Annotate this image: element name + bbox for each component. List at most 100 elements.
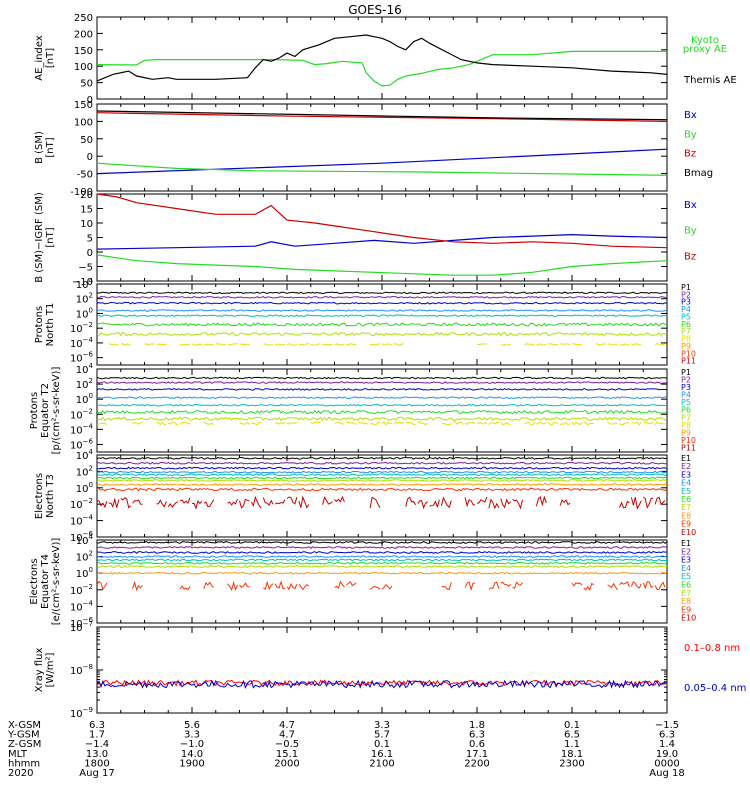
legend-entry: P8 [681, 421, 691, 430]
series-line-e1 [97, 541, 667, 544]
x-row-value: 2000 [274, 758, 299, 769]
series-line-bx [97, 148, 667, 175]
legend-entry: P3 [681, 298, 691, 307]
y-tick-label: 100 [74, 62, 93, 73]
series-line-e3 [97, 466, 667, 470]
y-tick-label: -50 [77, 170, 93, 181]
y-tick-label: 250 [74, 13, 93, 24]
y-tick-label: 100 [76, 566, 93, 580]
x-row-value: 0.1 [374, 739, 390, 750]
x-row-label: Z-GSM [8, 739, 41, 750]
series-line-e2 [97, 546, 667, 549]
panel-bsm: -100 -50 0 50 100 150 B (SM) [nT] Bx By Bz Bmag [34, 100, 713, 198]
x-row-value: 6.3 [89, 720, 105, 731]
y-tick-label: 10−7 [70, 620, 93, 634]
legend-entry: P2 [681, 290, 691, 299]
panel-frame [96, 283, 668, 366]
series-line-e9 [97, 487, 667, 492]
y-tick-label: 102 [76, 550, 93, 564]
series-line-e8 [97, 571, 667, 575]
legend-entry: E3 [681, 556, 691, 565]
legend-entry: E5 [681, 572, 691, 581]
x-row-value: 3.3 [374, 720, 390, 731]
x-row-value: 15.1 [276, 749, 298, 760]
legend-entry: E4 [681, 564, 691, 573]
series-line-bmag [97, 110, 667, 121]
x-row-value: 0.6 [469, 739, 485, 750]
legend-entry: proxy AE [683, 44, 727, 55]
x-row-value: 14.0 [181, 749, 203, 760]
x-row-value: 1.1 [564, 739, 580, 750]
series-group [97, 376, 667, 425]
panel-en: 104 102 100 10−2 10−4 10−6 Electrons North T3 E1… [34, 448, 696, 544]
series-line-p6 [97, 409, 667, 415]
series-line-e7 [97, 565, 667, 569]
legend-entry: E8 [681, 511, 691, 520]
series-line-e10 [97, 497, 667, 508]
y-axis-label: [nT] [45, 227, 56, 247]
legend-entry: Bz [684, 251, 696, 262]
y-tick-label: 10−2 [70, 583, 93, 597]
x-row-label: hhmm [8, 758, 40, 769]
x-row-value: 1.8 [469, 720, 485, 731]
x-row-value: −0.5 [275, 739, 299, 750]
x-row-label: X-GSM [8, 720, 41, 731]
y-tick-label: 15 [80, 205, 93, 216]
series-line-bz [97, 112, 667, 122]
series-line-p7 [97, 416, 667, 422]
x-row-value: 2300 [559, 758, 584, 769]
legend-entry: Bz [684, 149, 696, 160]
y-tick-label: 10−6 [70, 530, 94, 544]
legend-entry: P9 [681, 342, 691, 351]
x-row-value: −1.4 [85, 739, 109, 750]
legend-entry: 0.1–0.8 nm [684, 643, 740, 654]
x-row-label: Y-GSM [7, 730, 40, 741]
panel-frame [96, 16, 668, 100]
legend-entry: E9 [681, 605, 691, 614]
y-tick-label: 20 [80, 190, 93, 201]
y-tick-label: 10−6 [70, 437, 94, 451]
series-line-p2 [97, 381, 667, 384]
legend-entry: P11 [681, 443, 696, 452]
series-line-p1 [97, 376, 667, 380]
y-axis-label: Electrons [29, 558, 40, 604]
y-tick-label: 5 [87, 234, 93, 245]
y-tick-label: 104 [76, 533, 94, 547]
legend-entry: E7 [681, 589, 691, 598]
x-row-value: 0000 [654, 758, 679, 769]
legend-entry: P4 [681, 305, 691, 314]
series-line-0-05-0-4-nm [97, 679, 667, 689]
panel-frame [96, 193, 668, 282]
x-row-value: 18.1 [561, 749, 583, 760]
legend-entry: Bx [684, 110, 697, 121]
legend-entry: E2 [681, 462, 691, 471]
y-tick-label: −5 [78, 263, 93, 274]
y-tick-label: 100 [76, 392, 93, 406]
legend-entry: E2 [681, 547, 691, 556]
y-tick-label: 10−4 [70, 599, 94, 613]
y-tick-label: 50 [80, 79, 93, 90]
series-line-e7 [97, 478, 667, 482]
x-row-value: 13.0 [86, 749, 108, 760]
x-row-value: 16.1 [371, 749, 393, 760]
x-row-value: 2100 [369, 758, 394, 769]
y-axis-label: [nT] [45, 137, 56, 157]
y-axis-label: Equator T2 [40, 383, 51, 438]
legend-entry: P4 [681, 391, 691, 400]
legend-entry: P6 [681, 320, 691, 329]
series-line-e1 [97, 456, 667, 460]
series-line-by [97, 254, 667, 276]
series-line-e4 [97, 555, 667, 558]
legend-entry: E10 [681, 614, 696, 623]
legend-entry: P1 [681, 368, 691, 377]
legend-entry: P2 [681, 376, 691, 385]
legend-entry: E9 [681, 520, 691, 529]
panel-ee: 104 102 100 10−2 10−4 10−6 Electrons Equator T4… [29, 533, 696, 630]
